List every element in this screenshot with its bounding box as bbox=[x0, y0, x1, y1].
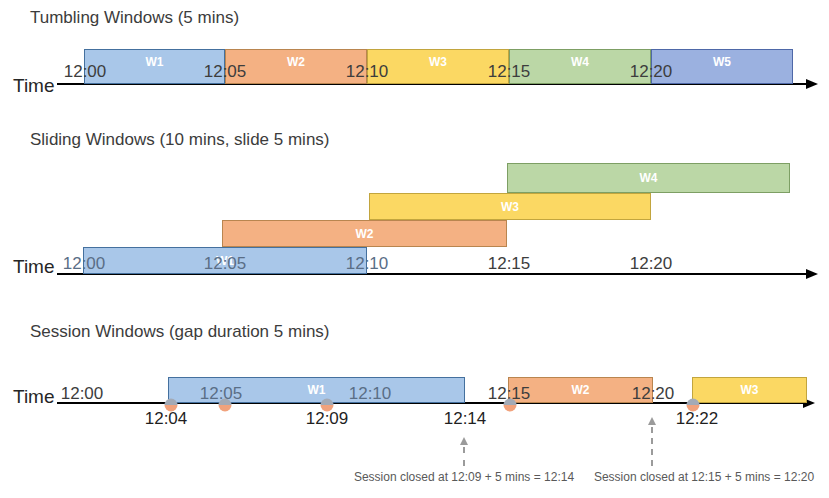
session-closed-note-2: Session closed at 12:15 + 5 mins = 12:20 bbox=[594, 470, 814, 484]
session-tick-12-20: 12:20 bbox=[632, 384, 675, 404]
tumbling-title: Tumbling Windows (5 mins) bbox=[30, 8, 239, 28]
tumbling-time-axis-label: Time bbox=[13, 75, 55, 97]
session-window-w3: W3 bbox=[692, 377, 807, 403]
window-label: W2 bbox=[287, 55, 305, 69]
sliding-window-w4: W4 bbox=[507, 163, 790, 193]
sliding-tick-12-15: 12:15 bbox=[488, 254, 531, 274]
session-event-label-12-04: 12:04 bbox=[145, 409, 188, 429]
sliding-time-axis-label: Time bbox=[13, 256, 55, 278]
sliding-timeline-arrowhead bbox=[806, 269, 818, 279]
tumbling-timeline-arrowhead bbox=[806, 79, 818, 89]
sliding-tick-12-00: 12:00 bbox=[63, 254, 106, 274]
event-dot bbox=[219, 399, 232, 412]
sliding-tick-12-05: 12:05 bbox=[204, 254, 247, 274]
session-time-axis-label: Time bbox=[13, 386, 55, 408]
window-label: W5 bbox=[713, 55, 731, 69]
tumbling-window-w5: W5 bbox=[651, 49, 793, 84]
annotation-arrow-line bbox=[463, 447, 465, 466]
session-event-label-12-09: 12:09 bbox=[306, 409, 349, 429]
window-label: W4 bbox=[571, 55, 589, 69]
window-label: W2 bbox=[572, 383, 590, 397]
session-title: Session Windows (gap duration 5 mins) bbox=[30, 322, 330, 342]
sliding-window-w2: W2 bbox=[222, 220, 507, 247]
window-label: W3 bbox=[429, 55, 447, 69]
annotation-arrow-up-icon bbox=[460, 437, 468, 445]
sliding-tick-12-10: 12:10 bbox=[346, 254, 389, 274]
window-label: W1 bbox=[308, 383, 326, 397]
session-tick-12-00: 12:00 bbox=[61, 384, 104, 404]
stream-windowing-diagram: Tumbling Windows (5 mins) Time W1 W2 W3 … bbox=[0, 0, 829, 498]
tumbling-tick-12-10: 12:10 bbox=[346, 62, 389, 82]
sliding-window-w3: W3 bbox=[369, 193, 651, 220]
annotation-arrow-line bbox=[651, 427, 653, 466]
session-event-label-12-14: 12:14 bbox=[444, 409, 487, 429]
window-label: W3 bbox=[501, 200, 519, 214]
tumbling-tick-12-15: 12:15 bbox=[488, 62, 531, 82]
tumbling-tick-12-20: 12:20 bbox=[630, 62, 673, 82]
event-dot bbox=[504, 399, 517, 412]
session-tick-12-10: 12:10 bbox=[349, 384, 392, 404]
sliding-tick-12-20: 12:20 bbox=[630, 254, 673, 274]
window-label: W1 bbox=[146, 55, 164, 69]
sliding-title: Sliding Windows (10 mins, slide 5 mins) bbox=[30, 130, 330, 150]
session-event-label-12-22: 12:22 bbox=[676, 409, 719, 429]
annotation-arrow-up-icon bbox=[648, 417, 656, 425]
window-label: W2 bbox=[356, 227, 374, 241]
window-label: W4 bbox=[640, 171, 658, 185]
window-label: W3 bbox=[741, 383, 759, 397]
session-closed-note-1: Session closed at 12:09 + 5 mins = 12:14 bbox=[354, 470, 574, 484]
tumbling-tick-12-05: 12:05 bbox=[204, 62, 247, 82]
tumbling-tick-12-00: 12:00 bbox=[64, 62, 107, 82]
